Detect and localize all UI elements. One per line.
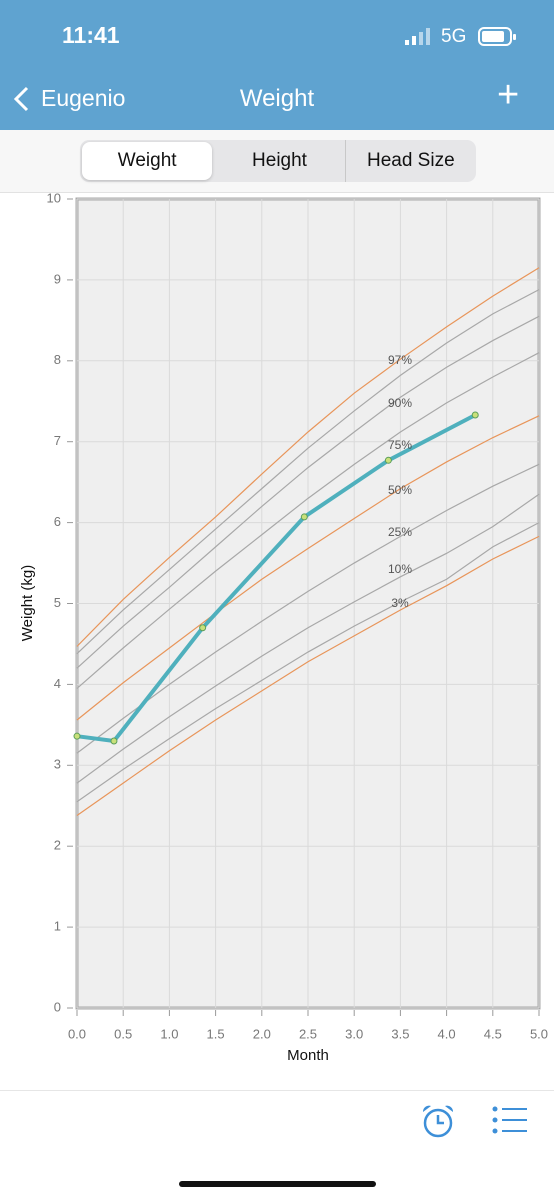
y-tick-label: 1 (54, 919, 61, 934)
percentile-curve (76, 289, 540, 655)
percentile-label: 10% (388, 562, 412, 576)
y-axis-label: Weight (kg) (19, 565, 36, 641)
percentile-curve (76, 535, 540, 816)
weight-point (300, 513, 308, 521)
list-icon[interactable] (491, 1105, 529, 1137)
percentile-label: 25% (388, 525, 412, 539)
add-button[interactable]: + (497, 74, 520, 116)
header: 11:41 5G Eugenio Weight + (0, 0, 554, 130)
percentile-curve (76, 463, 540, 754)
y-tick-label: 10 (47, 192, 61, 205)
alarm-icon[interactable] (420, 1103, 456, 1139)
percentile-curve (76, 522, 540, 803)
back-icon[interactable] (12, 86, 32, 112)
home-indicator (179, 1181, 376, 1187)
status-time: 11:41 (62, 22, 120, 48)
tab[interactable]: Height (252, 150, 307, 171)
weight-point (73, 732, 81, 740)
y-tick-label: 7 (54, 433, 61, 448)
x-tick-label: 2.0 (253, 1026, 271, 1041)
y-tick-label: 4 (54, 676, 61, 691)
percentile-curve (76, 352, 540, 689)
percentile-curve (76, 315, 540, 669)
segmented-control: Weight Height Head Size (80, 140, 476, 182)
y-tick-label: 8 (54, 352, 61, 367)
x-tick-label: 3.0 (345, 1026, 363, 1041)
x-tick-label: 2.5 (299, 1026, 317, 1041)
weight-point (110, 737, 118, 745)
toolbar (0, 1090, 554, 1201)
x-axis-label: Month (287, 1047, 329, 1064)
weight-point (384, 456, 392, 464)
percentile-label: 50% (388, 483, 412, 497)
battery-icon (478, 27, 516, 46)
x-tick-label: 4.0 (438, 1026, 456, 1041)
percentile-label: 90% (388, 396, 412, 410)
x-tick-label: 1.5 (207, 1026, 225, 1041)
y-tick-label: 3 (54, 757, 61, 772)
x-tick-label: 5.0 (530, 1026, 548, 1041)
weight-point (471, 411, 479, 419)
status-network: 5G (441, 26, 467, 47)
percentile-curve (76, 493, 540, 784)
x-tick-label: 1.0 (160, 1026, 178, 1041)
y-tick-label: 9 (54, 271, 61, 286)
back-button[interactable]: Eugenio (41, 85, 126, 111)
percentile-curve (76, 415, 540, 721)
y-tick-label: 2 (54, 838, 61, 853)
tab-bar: Weight Height Head Size (0, 130, 554, 193)
x-tick-label: 0.5 (114, 1026, 132, 1041)
tab[interactable]: Weight (82, 142, 213, 180)
y-tick-label: 0 (54, 999, 61, 1014)
weight-line (76, 413, 477, 744)
y-tick-label: 5 (54, 595, 61, 610)
y-tick-label: 6 (54, 514, 61, 529)
percentile-label: 3% (391, 596, 409, 610)
x-tick-label: 4.5 (484, 1026, 502, 1041)
percentile-curve (76, 267, 540, 647)
x-tick-label: 0.0 (68, 1026, 86, 1041)
nav-title: Weight (239, 85, 315, 112)
chart: Weight (kg) Month 0 1 2 3 4 5 6 7 8 9 10 0.0 0.5 1.0 1… (19, 192, 548, 1064)
weight-point (199, 624, 207, 632)
tab[interactable]: Head Size (344, 140, 476, 182)
x-tick-label: 3.5 (391, 1026, 409, 1041)
signal-icon (405, 28, 430, 45)
percentile-label: 75% (388, 438, 412, 452)
percentile-label: 97% (388, 353, 412, 367)
